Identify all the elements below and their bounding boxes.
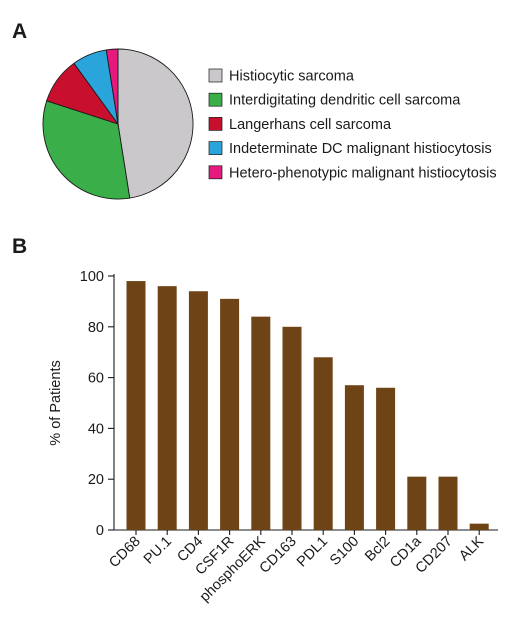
pie-slice-interdigitating-dendritic-cell-sarcoma: [42, 100, 131, 200]
legend-label-histiocytic-sarcoma: Histiocytic sarcoma: [229, 69, 355, 85]
pie-chart: [42, 48, 194, 200]
legend-label-interdigitating-dendritic-cell-sarcoma: Interdigitating dendritic cell sarcoma: [229, 93, 461, 109]
pie-slice-histiocytic-sarcoma: [117, 48, 194, 199]
pie-legend: Histiocytic sarcoma Interdigitating dendr…: [208, 68, 497, 181]
panel-b-label: B: [12, 235, 27, 258]
bar-cd68: [126, 281, 146, 530]
y-tick-label-0: 0: [96, 523, 104, 539]
bar-cd4: [188, 291, 208, 530]
bar-csf1r: [220, 298, 240, 530]
panel-a-label: A: [12, 20, 27, 43]
legend-label-langerhans-cell-sarcoma: Langerhans cell sarcoma: [229, 117, 392, 133]
bar-bcl2: [376, 387, 396, 530]
bar-pdl1: [313, 357, 333, 530]
bar-alk: [469, 523, 489, 530]
legend-swatch-hetero-phenotypic-malignant-histiocytosis: [208, 165, 223, 180]
y-tick-label-60: 60: [88, 371, 104, 387]
y-axis-title: % of Patients: [48, 360, 64, 445]
y-tick-label-40: 40: [88, 421, 104, 437]
bar-cd163: [282, 326, 302, 530]
legend-swatch-langerhans-cell-sarcoma: [208, 117, 223, 131]
x-tick-label-alk: ALK: [456, 533, 487, 564]
legend-swatch-indeterminate-dc-malignant-histiocytosis: [208, 141, 223, 155]
x-tick-label-pu-1: PU.1: [141, 534, 175, 568]
legend-label-indeterminate-dc-malignant-histiocytosis: Indeterminate DC malignant histiocytosis: [229, 141, 492, 157]
x-tick-label-cd68: CD68: [106, 534, 144, 572]
bar-s100: [344, 385, 364, 530]
pie-slice-hetero-phenotypic-malignant-histiocytosis: [105, 48, 119, 125]
x-tick-label-s100: S100: [327, 534, 362, 569]
legend-swatch-histiocytic-sarcoma: [208, 68, 223, 83]
y-tick-label-80: 80: [88, 320, 104, 336]
bar-cd207: [438, 476, 458, 530]
y-tick-label-20: 20: [88, 472, 104, 488]
bar-phosphoerk: [251, 316, 271, 530]
y-tick-label-100: 100: [80, 269, 104, 285]
legend-label-hetero-phenotypic-malignant-histiocytosis: Hetero-phenotypic malignant histiocytosi…: [229, 165, 497, 181]
legend-swatch-interdigitating-dendritic-cell-sarcoma: [208, 92, 223, 107]
bar-cd1a: [407, 476, 427, 530]
x-tick-label-pdl1: PDL1: [294, 534, 331, 571]
bar-pu-1: [157, 286, 177, 530]
